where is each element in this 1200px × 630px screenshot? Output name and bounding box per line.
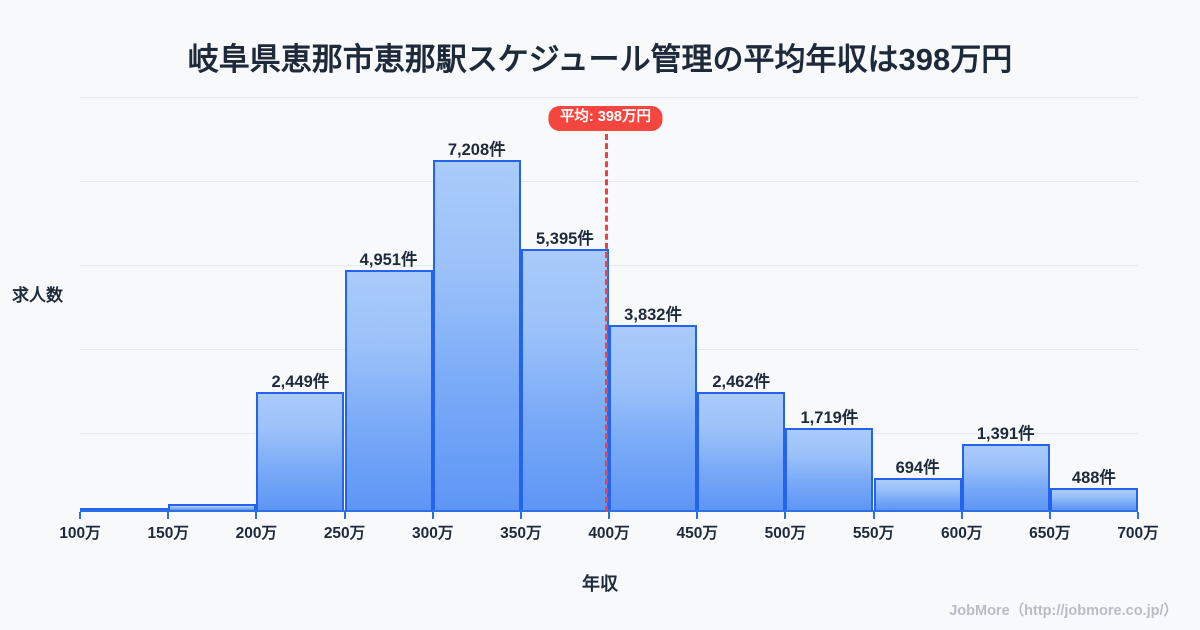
x-axis-tick: [255, 512, 258, 519]
bar: [256, 392, 345, 512]
bar: [520, 248, 609, 512]
x-axis-line: [80, 510, 1138, 512]
bar: [961, 444, 1050, 512]
x-axis-tick: [431, 512, 434, 519]
x-axis-tick: [608, 512, 610, 519]
x-axis-tick-label: 700万: [1117, 525, 1159, 542]
x-axis-tick: [343, 512, 346, 519]
x-axis-tick: [872, 512, 875, 519]
bar-value-label: 4,951件: [359, 251, 418, 270]
average-line: [605, 134, 609, 512]
bar-value-label: 1,391件: [976, 425, 1035, 444]
x-axis-tick-label: 100万: [59, 525, 101, 542]
bar: [697, 391, 786, 512]
bar: [432, 160, 521, 512]
x-axis-tick-label: 550万: [852, 525, 895, 542]
bar: [609, 324, 698, 512]
bar: [1049, 488, 1138, 512]
x-axis-tick-label: 600万: [940, 525, 983, 542]
x-axis-tick: [1048, 512, 1051, 519]
x-axis-tick: [696, 512, 699, 519]
bar: [785, 428, 874, 512]
x-axis-tick: [519, 512, 522, 519]
bar-value-label: 3,832件: [624, 305, 682, 324]
x-axis-tick-label: 300万: [411, 525, 454, 542]
gridline: [80, 181, 1138, 182]
bar-value-label: 7,208件: [447, 141, 506, 159]
x-axis-tick-label: 250万: [323, 525, 366, 542]
gridline: [80, 97, 1138, 98]
x-axis-tick-label: 200万: [235, 525, 278, 542]
x-axis-tick-label: 650万: [1029, 525, 1071, 542]
x-axis-tick-label: 450万: [676, 525, 718, 542]
x-axis-tick-label: 150万: [147, 525, 189, 542]
x-axis-tick: [167, 512, 170, 519]
x-axis-tick-label: 350万: [500, 525, 542, 542]
x-axis-title: 年収: [582, 574, 618, 594]
bar-value-label: 488件: [1071, 469, 1116, 488]
x-axis-tick: [784, 512, 787, 519]
bar-value-label: 5,395件: [536, 229, 594, 248]
footer-credit: JobMore（http://jobmore.co.jp/）: [949, 603, 1178, 619]
bar-value-label: 2,462件: [712, 372, 771, 391]
bar-value-label: 1,719件: [800, 409, 859, 428]
x-axis-tick-label: 500万: [764, 525, 807, 542]
x-axis-tick: [960, 512, 963, 519]
bar-value-label: 2,449件: [271, 373, 330, 392]
x-axis-tick: [79, 512, 81, 519]
x-axis-tick: [1137, 512, 1139, 519]
average-badge: 平均: 398万円: [548, 106, 662, 131]
bar: [873, 478, 962, 512]
x-axis-tick-label: 400万: [588, 525, 630, 542]
bar-value-label: 694件: [895, 459, 940, 478]
bar: [344, 270, 433, 512]
plot-area: [80, 96, 1138, 512]
page-title: 岐阜県恵那市恵那駅スケジュール管理の平均年収は398万円: [187, 42, 1013, 77]
y-axis-title: 求人数: [12, 286, 63, 305]
bar-series: [80, 96, 1138, 512]
gridline: [80, 265, 1138, 266]
